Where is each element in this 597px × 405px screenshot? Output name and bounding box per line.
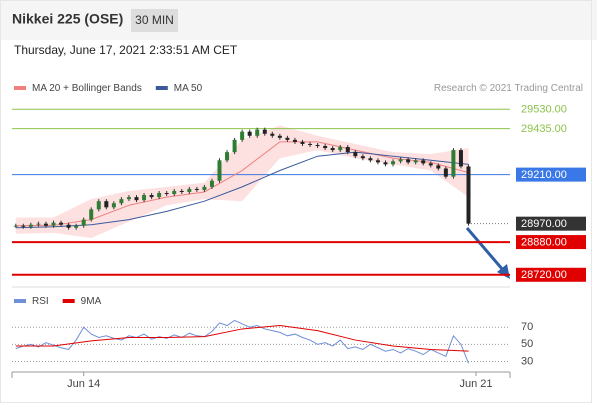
header-bar [0,0,597,40]
level-label: 28970.00 [521,218,567,230]
level-label: 29210.00 [521,169,567,181]
candle [134,197,139,201]
candle [59,222,64,225]
candle [81,219,86,226]
ma-line [15,151,469,229]
interval-badge[interactable] [131,9,178,32]
candle [149,195,154,198]
legend-swatch [14,86,26,90]
credit: Research © 2021 Trading Central [434,83,583,94]
candle [285,137,290,140]
candle [308,143,313,145]
candle [353,152,358,157]
candle [375,160,380,163]
rsi-line [15,319,469,364]
candle [292,139,297,142]
level-box [516,216,586,231]
candle [172,190,177,195]
y-tick-label: 50 [521,338,533,350]
legend-swatch [14,299,26,303]
candle [119,199,124,204]
candle [451,150,456,177]
candle [345,147,350,153]
candle [111,203,116,208]
candle [225,152,230,161]
candle [421,160,426,164]
candle [443,168,448,177]
candle [157,193,162,198]
candle [323,145,328,149]
interval: 30 MIN [135,13,174,27]
candle [255,129,260,136]
candle [66,224,71,228]
candle [277,135,282,138]
candle [360,156,365,159]
title: Nikkei 225 (OSE) [12,11,123,27]
candle [368,158,373,161]
candle [240,131,245,140]
candle [187,188,192,192]
legend-label: MA 50 [174,83,203,94]
candle [262,129,267,134]
y-tick-label: 30 [521,355,533,367]
candle [74,225,79,228]
candle [466,166,471,224]
candle [458,150,463,167]
candle [36,223,41,225]
candle [96,201,101,210]
rsi-line [15,325,469,352]
candle [28,224,33,227]
legend-label: MA 20 + Bollinger Bands [32,83,142,94]
candle [330,148,335,151]
x-tick-label: Jun 14 [67,378,100,390]
candle [232,139,237,153]
arrow [465,227,505,271]
candle [436,165,441,169]
legend-swatch [62,299,75,303]
candle [43,223,48,226]
x-tick-label: Jun 21 [460,378,493,390]
candle [413,160,418,163]
candle [51,222,56,226]
candle [89,209,94,220]
candle [398,159,403,162]
candle [142,195,147,201]
candle [270,133,275,136]
candle [217,160,222,181]
level-box [516,235,586,250]
level-box [516,167,586,182]
level-label: 28880.00 [521,236,567,248]
candle [315,144,320,146]
legend-swatch [155,86,168,90]
candle [209,180,214,187]
level-label: 28720.00 [521,269,567,281]
candle [247,131,252,136]
candle [406,159,411,163]
candle [428,163,433,166]
candle [21,225,26,227]
legend-label: 9MA [81,296,102,307]
candle [391,161,396,165]
candle [194,188,199,190]
candle [179,190,184,192]
level-box [516,267,586,282]
candle [126,197,131,200]
candle [383,162,388,165]
candle [338,147,343,151]
level-label: 29435.00 [521,123,567,135]
timestamp: Thursday, June 17, 2021 2:33:51 AM CET [14,43,238,57]
candle [202,186,207,190]
y-tick-label: 70 [521,321,533,333]
level-label: 29530.00 [521,104,567,116]
legend-label: RSI [32,296,49,307]
candle [300,141,305,144]
candle [104,201,109,208]
candle [13,225,18,227]
candle [164,193,169,195]
